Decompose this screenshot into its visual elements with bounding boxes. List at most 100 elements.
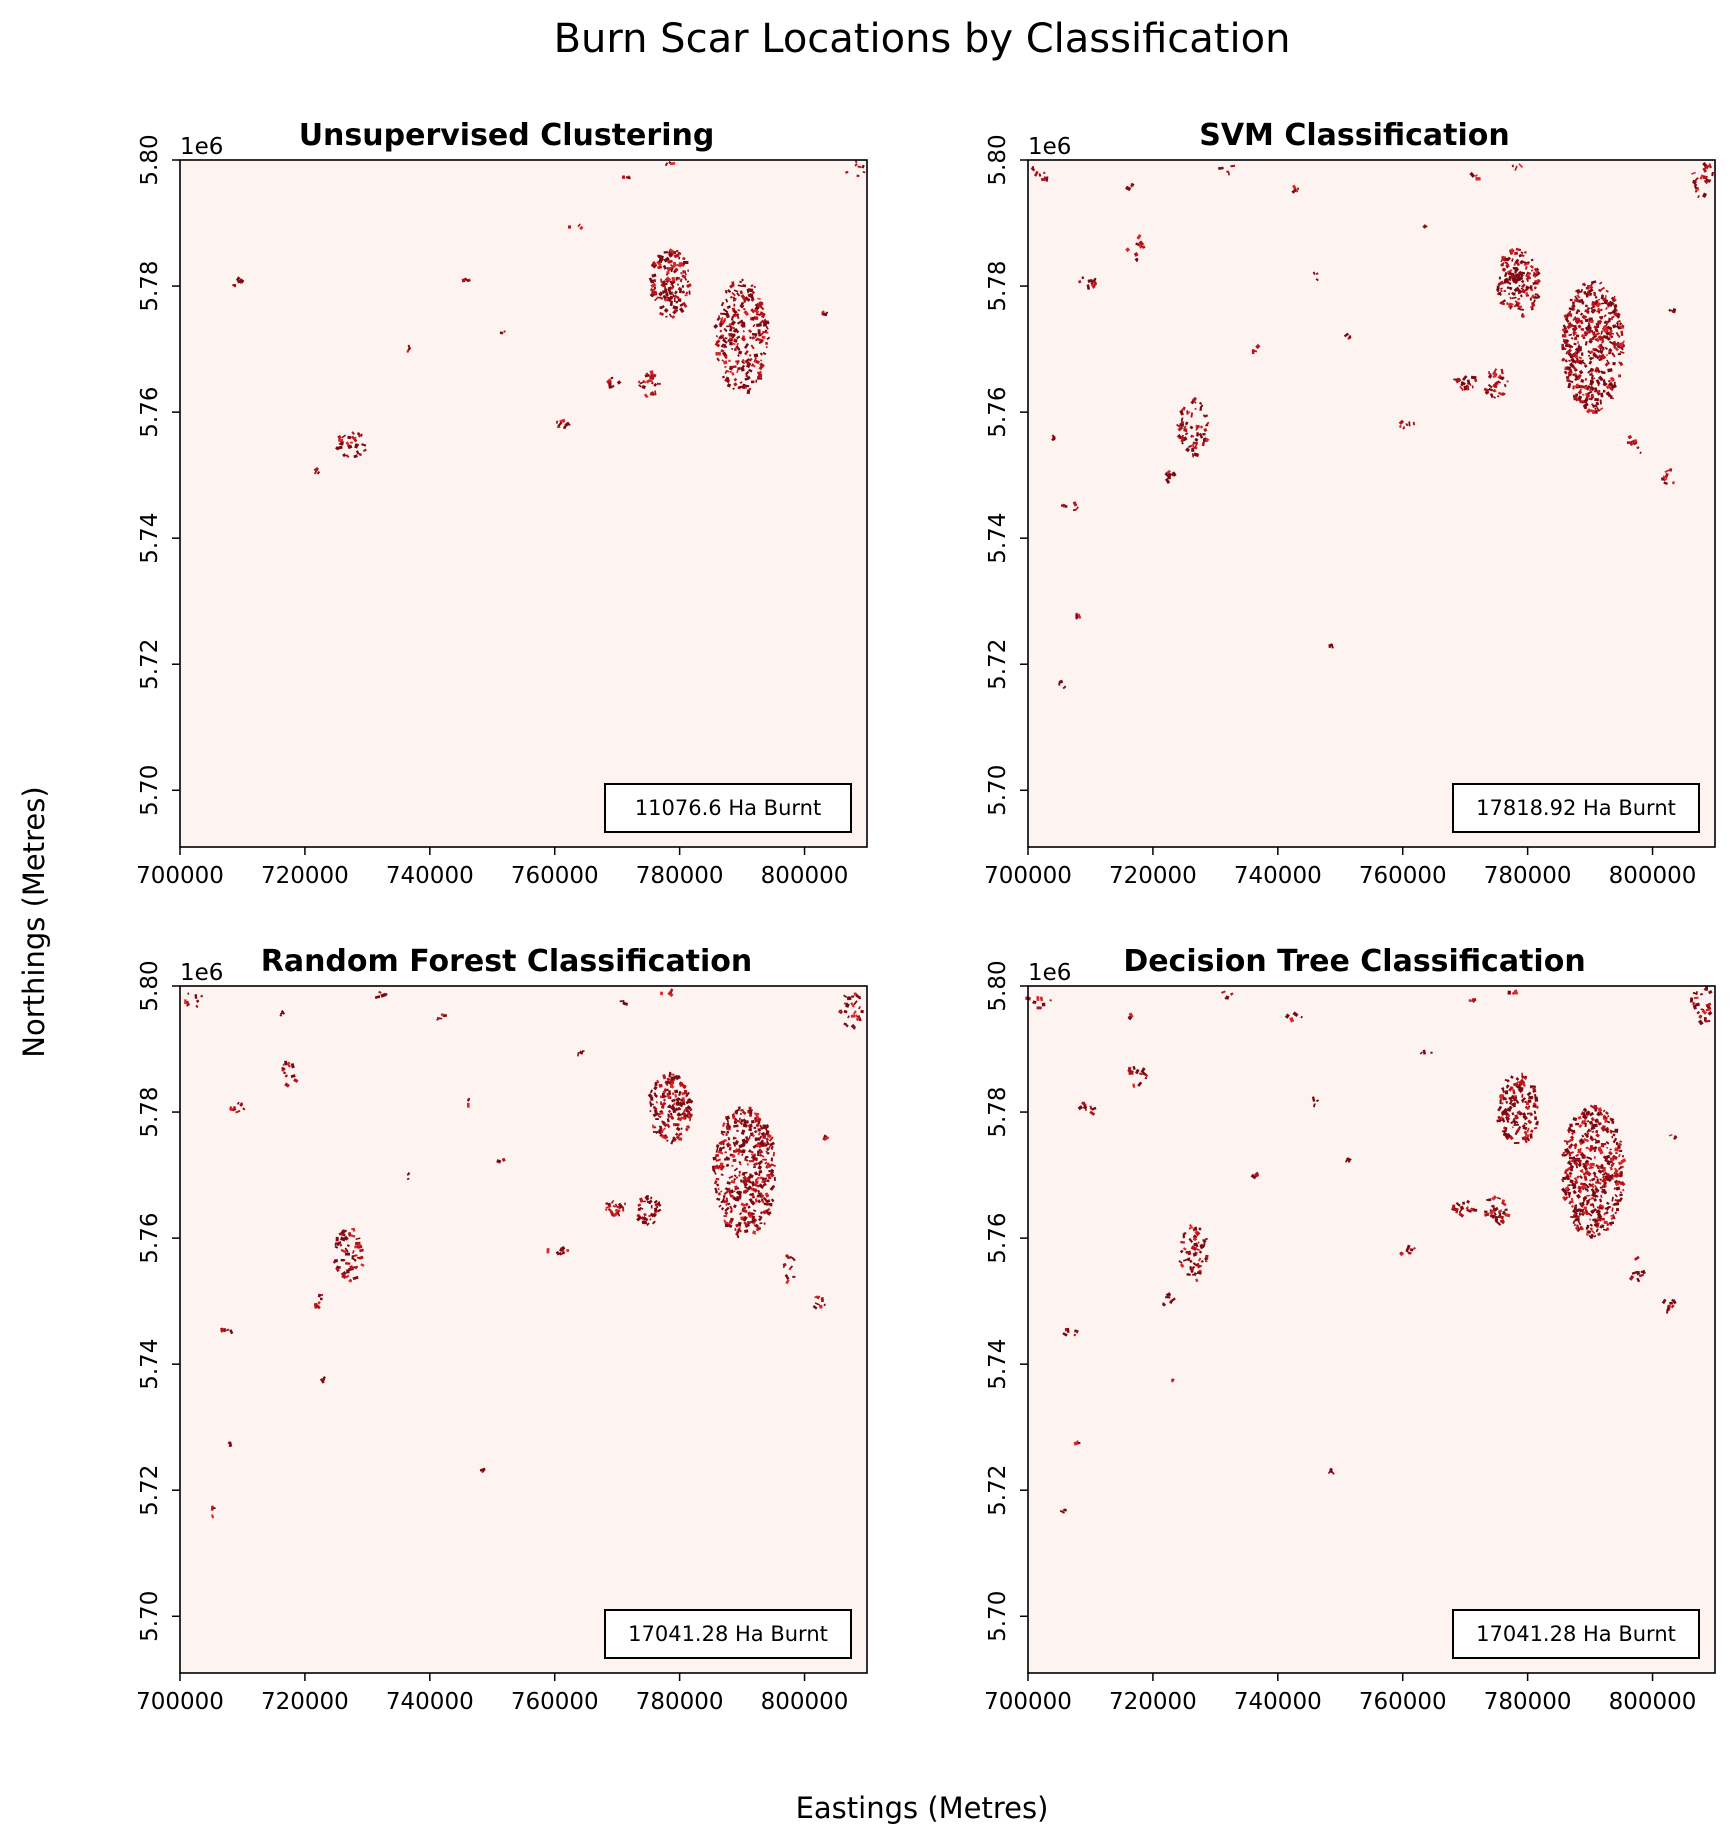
burn-pixel	[1492, 1204, 1495, 1209]
burn-pixel	[1572, 1208, 1576, 1213]
burn-pixel	[1483, 387, 1490, 393]
burn-pixel	[1573, 342, 1577, 346]
burn-pixel	[1180, 436, 1185, 443]
burn-pixel	[1181, 441, 1184, 445]
burn-pixel	[645, 372, 649, 376]
axes-frame	[1027, 159, 1716, 848]
burn-pixel	[1496, 395, 1500, 398]
burn-pixel	[1561, 343, 1565, 348]
burn-pixel	[688, 290, 691, 295]
burn-pixel	[1594, 332, 1601, 337]
burn-pixel	[1573, 1217, 1579, 1223]
burn-pixel	[293, 1078, 299, 1083]
y-tick-label: 5.78	[985, 260, 1011, 311]
burn-pixel	[313, 466, 319, 472]
burn-pixel	[1229, 992, 1234, 996]
burn-pixel	[670, 285, 675, 290]
burn-pixel	[1568, 1152, 1572, 1157]
burn-pixel	[1618, 374, 1622, 378]
burn-pixel	[1587, 328, 1593, 334]
burn-pixel	[499, 331, 504, 335]
burn-pixel	[1032, 1000, 1037, 1005]
burn-pixel	[1579, 312, 1584, 316]
burn-pixel	[1589, 1227, 1593, 1231]
burn-pixel	[1590, 394, 1595, 399]
burn-pixel	[666, 1094, 671, 1099]
burn-pixel	[1466, 385, 1470, 391]
burn-pixel	[670, 1105, 676, 1111]
burn-pixel	[770, 1198, 775, 1203]
burn-pixel	[1613, 1187, 1616, 1190]
burn-pixel	[736, 1129, 739, 1132]
burn-pixel	[1582, 402, 1589, 408]
y-tick-label: 5.72	[985, 639, 1011, 690]
burn-pixel	[1524, 265, 1528, 270]
burn-pixel	[238, 278, 245, 284]
burn-pixel	[661, 1134, 668, 1140]
burn-pixel	[666, 271, 670, 275]
burn-pixel	[720, 1139, 726, 1144]
burn-pixel	[740, 1118, 744, 1123]
burn-pixel	[1194, 437, 1199, 442]
burn-pixel	[852, 1010, 857, 1015]
burn-pixel	[1592, 352, 1598, 358]
burn-pixel	[743, 310, 750, 317]
burn-pixel	[1519, 273, 1524, 278]
burn-pixel	[1289, 1016, 1295, 1023]
burn-pixel	[726, 1144, 730, 1148]
burn-pixel	[726, 1130, 729, 1134]
burn-pixel	[1589, 319, 1594, 324]
burn-pixel	[555, 420, 559, 424]
burn-pixel	[1509, 296, 1512, 300]
burn-pixel	[673, 1108, 677, 1112]
burn-pixel	[1591, 1130, 1595, 1133]
burn-pixel	[1402, 426, 1406, 430]
burn-pixel	[1577, 1162, 1582, 1168]
burn-pixel	[353, 454, 358, 459]
burn-pixel	[1599, 399, 1602, 405]
burn-pixel	[748, 357, 753, 362]
burn-pixel	[1577, 298, 1584, 303]
burn-pixel	[1525, 275, 1531, 281]
burn-pixel	[1498, 1210, 1502, 1217]
burn-pixel	[687, 269, 690, 272]
burn-pixel	[725, 1223, 729, 1228]
burn-scar-patch	[1311, 1096, 1320, 1108]
burn-pixel	[675, 1126, 681, 1132]
burn-pixel	[765, 1147, 770, 1152]
burn-pixel	[1184, 428, 1188, 433]
burn-pixel	[1663, 481, 1668, 485]
burn-pixel	[1619, 1149, 1623, 1153]
burn-pixel	[671, 314, 676, 319]
burn-pixel	[818, 1304, 823, 1309]
burn-pixel	[1574, 324, 1577, 328]
burn-pixel	[1573, 1177, 1578, 1182]
burn-pixel	[726, 1181, 731, 1185]
burn-pixel	[1511, 164, 1515, 168]
burn-pixel	[1204, 1260, 1208, 1263]
burn-pixel	[1199, 1243, 1203, 1247]
burn-pixel	[619, 999, 625, 1003]
burn-pixel	[1087, 278, 1093, 283]
burn-pixel	[1494, 382, 1498, 386]
burn-pixel	[1703, 986, 1708, 991]
burn-pixel	[740, 1129, 746, 1135]
burn-pixel	[1518, 1125, 1522, 1129]
burn-pixel	[672, 1122, 676, 1127]
burn-pixel	[1500, 1111, 1506, 1116]
burn-scars	[184, 988, 864, 1519]
burn-pixel	[1570, 1167, 1573, 1172]
burn-scar-patch	[499, 330, 506, 335]
burn-pixel	[736, 1119, 741, 1123]
burn-pixel	[1194, 407, 1197, 411]
burn-pixel	[1497, 291, 1502, 296]
burn-pixel	[617, 1211, 621, 1217]
burn-pixel	[651, 261, 657, 267]
burn-pixel	[1590, 1188, 1595, 1193]
burn-pixel	[1577, 373, 1582, 380]
burn-pixel	[1230, 164, 1236, 168]
burn-pixel	[1526, 1127, 1530, 1133]
burn-pixel	[1503, 280, 1507, 284]
burn-pixel	[857, 165, 862, 169]
burn-scar-patch	[812, 1295, 826, 1310]
